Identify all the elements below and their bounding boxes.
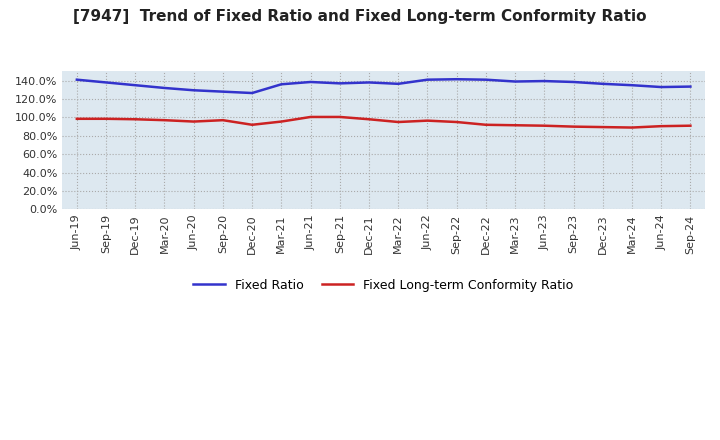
Fixed Ratio — [657, 84, 665, 90]
Fixed Ratio — [510, 79, 519, 84]
Fixed Ratio — [189, 88, 198, 93]
Fixed Ratio — [102, 80, 110, 85]
Fixed Long-term Conformity Ratio — [365, 117, 374, 122]
Fixed Ratio — [277, 82, 286, 87]
Fixed Ratio — [248, 90, 256, 95]
Text: [7947]  Trend of Fixed Ratio and Fixed Long-term Conformity Ratio: [7947] Trend of Fixed Ratio and Fixed Lo… — [73, 9, 647, 24]
Fixed Long-term Conformity Ratio — [540, 123, 549, 128]
Fixed Long-term Conformity Ratio — [657, 124, 665, 129]
Fixed Long-term Conformity Ratio — [306, 114, 315, 120]
Fixed Ratio — [628, 83, 636, 88]
Fixed Ratio — [365, 80, 374, 85]
Fixed Ratio — [219, 89, 228, 94]
Fixed Long-term Conformity Ratio — [277, 119, 286, 124]
Line: Fixed Ratio: Fixed Ratio — [77, 79, 690, 93]
Fixed Long-term Conformity Ratio — [570, 124, 578, 129]
Fixed Ratio — [423, 77, 432, 82]
Fixed Ratio — [336, 81, 344, 86]
Fixed Ratio — [540, 78, 549, 84]
Fixed Long-term Conformity Ratio — [248, 122, 256, 128]
Fixed Ratio — [394, 81, 402, 87]
Fixed Long-term Conformity Ratio — [219, 117, 228, 123]
Fixed Long-term Conformity Ratio — [189, 119, 198, 124]
Fixed Long-term Conformity Ratio — [160, 117, 168, 123]
Fixed Ratio — [598, 81, 607, 87]
Fixed Long-term Conformity Ratio — [482, 122, 490, 128]
Line: Fixed Long-term Conformity Ratio: Fixed Long-term Conformity Ratio — [77, 117, 690, 128]
Fixed Ratio — [452, 77, 461, 82]
Fixed Long-term Conformity Ratio — [394, 119, 402, 125]
Fixed Ratio — [570, 79, 578, 84]
Fixed Long-term Conformity Ratio — [598, 125, 607, 130]
Fixed Ratio — [482, 77, 490, 82]
Fixed Ratio — [306, 79, 315, 84]
Fixed Ratio — [686, 84, 695, 89]
Fixed Ratio — [73, 77, 81, 82]
Fixed Long-term Conformity Ratio — [686, 123, 695, 128]
Fixed Long-term Conformity Ratio — [131, 117, 140, 122]
Fixed Ratio — [131, 83, 140, 88]
Fixed Long-term Conformity Ratio — [73, 116, 81, 121]
Fixed Long-term Conformity Ratio — [336, 114, 344, 120]
Fixed Long-term Conformity Ratio — [452, 119, 461, 125]
Fixed Long-term Conformity Ratio — [102, 116, 110, 121]
Fixed Ratio — [160, 85, 168, 91]
Legend: Fixed Ratio, Fixed Long-term Conformity Ratio: Fixed Ratio, Fixed Long-term Conformity … — [189, 274, 579, 297]
Fixed Long-term Conformity Ratio — [423, 118, 432, 123]
Fixed Long-term Conformity Ratio — [510, 123, 519, 128]
Fixed Long-term Conformity Ratio — [628, 125, 636, 130]
